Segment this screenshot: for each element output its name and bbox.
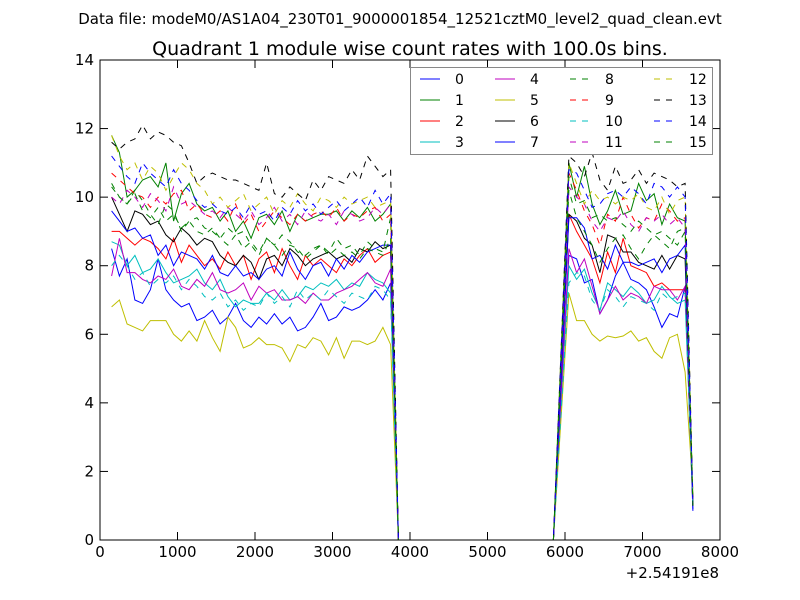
legend-label-14: 14 xyxy=(689,114,707,130)
legend-label-8: 8 xyxy=(605,72,614,88)
series-line-5 xyxy=(111,292,694,540)
legend-label-2: 2 xyxy=(455,114,464,130)
legend-label-9: 9 xyxy=(605,93,614,109)
y-tick-label: 8 xyxy=(84,257,94,275)
legend-label-6: 6 xyxy=(530,114,539,130)
legend-label-12: 12 xyxy=(689,72,707,88)
legend-label-4: 4 xyxy=(530,72,539,88)
x-tick-label: 4000 xyxy=(391,543,429,561)
series-line-12 xyxy=(111,135,694,540)
legend-label-13: 13 xyxy=(689,93,707,109)
series-line-9 xyxy=(111,172,694,540)
legend-label-15: 15 xyxy=(689,135,707,151)
series-line-2 xyxy=(111,214,694,540)
legend-label-1: 1 xyxy=(455,93,464,109)
y-tick-label: 14 xyxy=(75,51,94,69)
series-line-7 xyxy=(111,210,694,540)
legend-label-0: 0 xyxy=(455,72,464,88)
x-tick-label: 8000 xyxy=(701,543,739,561)
legend-label-10: 10 xyxy=(605,114,623,130)
y-tick-label: 0 xyxy=(84,531,94,549)
legend-label-5: 5 xyxy=(530,93,539,109)
x-offset-label: +2.54191e8 xyxy=(626,564,719,582)
suptitle: Data file: modeM0/AS1A04_230T01_90000018… xyxy=(78,10,722,29)
legend-label-11: 11 xyxy=(605,135,623,151)
series-line-6 xyxy=(111,196,694,540)
x-tick-label: 1000 xyxy=(158,543,196,561)
series-line-0 xyxy=(111,248,694,540)
chart-title: Quadrant 1 module wise count rates with … xyxy=(152,38,668,60)
y-tick-label: 10 xyxy=(75,188,94,206)
y-tick-label: 2 xyxy=(84,462,94,480)
series-line-4 xyxy=(111,238,694,540)
series-line-11 xyxy=(111,185,694,540)
x-tick-label: 0 xyxy=(95,543,105,561)
x-tick-label: 5000 xyxy=(468,543,506,561)
y-tick-label: 12 xyxy=(75,120,94,138)
x-tick-label: 3000 xyxy=(313,543,351,561)
legend-frame xyxy=(410,67,713,155)
series-line-3 xyxy=(111,241,694,540)
legend-label-3: 3 xyxy=(455,135,464,151)
plot-frame xyxy=(99,59,721,541)
series-line-8 xyxy=(111,183,694,540)
series-line-15 xyxy=(111,176,694,540)
x-tick-label: 2000 xyxy=(236,543,274,561)
y-tick-label: 4 xyxy=(84,394,94,412)
series-layer xyxy=(111,124,694,540)
x-tick-label: 6000 xyxy=(546,543,584,561)
x-tick-label: 7000 xyxy=(623,543,661,561)
legend-label-7: 7 xyxy=(530,135,539,151)
series-line-10 xyxy=(111,254,694,540)
ticks-layer: 0 1000 2000 3000 4000 5000 6000 7000 80000246810… xyxy=(75,51,739,561)
y-tick-label: 6 xyxy=(84,325,94,343)
series-line-14 xyxy=(111,155,694,540)
series-line-13 xyxy=(111,124,694,540)
